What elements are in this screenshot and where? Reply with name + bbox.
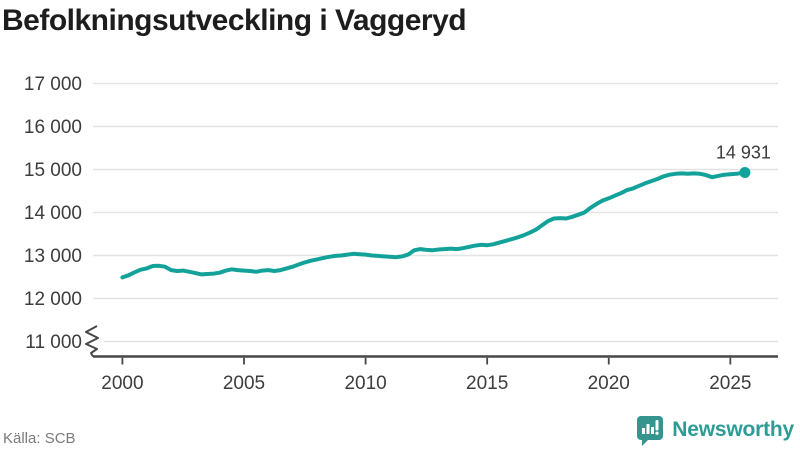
x-axis-tick-label: 2020 bbox=[588, 373, 630, 394]
y-axis-tick-label: 12 000 bbox=[24, 289, 82, 310]
y-axis-tick-label: 14 000 bbox=[24, 203, 82, 224]
source-note: Källa: SCB bbox=[3, 430, 76, 447]
y-axis-tick-label: 16 000 bbox=[24, 117, 82, 138]
y-axis-tick-label: 13 000 bbox=[24, 246, 82, 267]
y-axis-tick-label: 17 000 bbox=[24, 74, 82, 95]
y-axis-tick-label: 15 000 bbox=[24, 160, 82, 181]
x-axis-tick-label: 2010 bbox=[344, 373, 386, 394]
end-point-marker bbox=[739, 166, 751, 178]
newsworthy-wordmark: Newsworthy bbox=[672, 418, 794, 441]
x-axis-tick-label: 2025 bbox=[709, 373, 751, 394]
axis-break-icon bbox=[85, 325, 99, 357]
chart-title: Befolkningsutveckling i Vaggeryd bbox=[2, 4, 467, 37]
x-axis-tick-label: 2015 bbox=[466, 373, 508, 394]
y-axis-tick-label: 11 000 bbox=[25, 332, 82, 353]
bar-chart-speech-bubble-icon bbox=[637, 415, 664, 446]
end-value-label: 14 931 bbox=[716, 142, 771, 162]
x-axis-tick-label: 2005 bbox=[223, 373, 265, 394]
newsworthy-logo[interactable]: Newsworthy bbox=[636, 414, 794, 446]
x-axis-tick-label: 2000 bbox=[101, 373, 143, 394]
population-line bbox=[120, 170, 747, 280]
